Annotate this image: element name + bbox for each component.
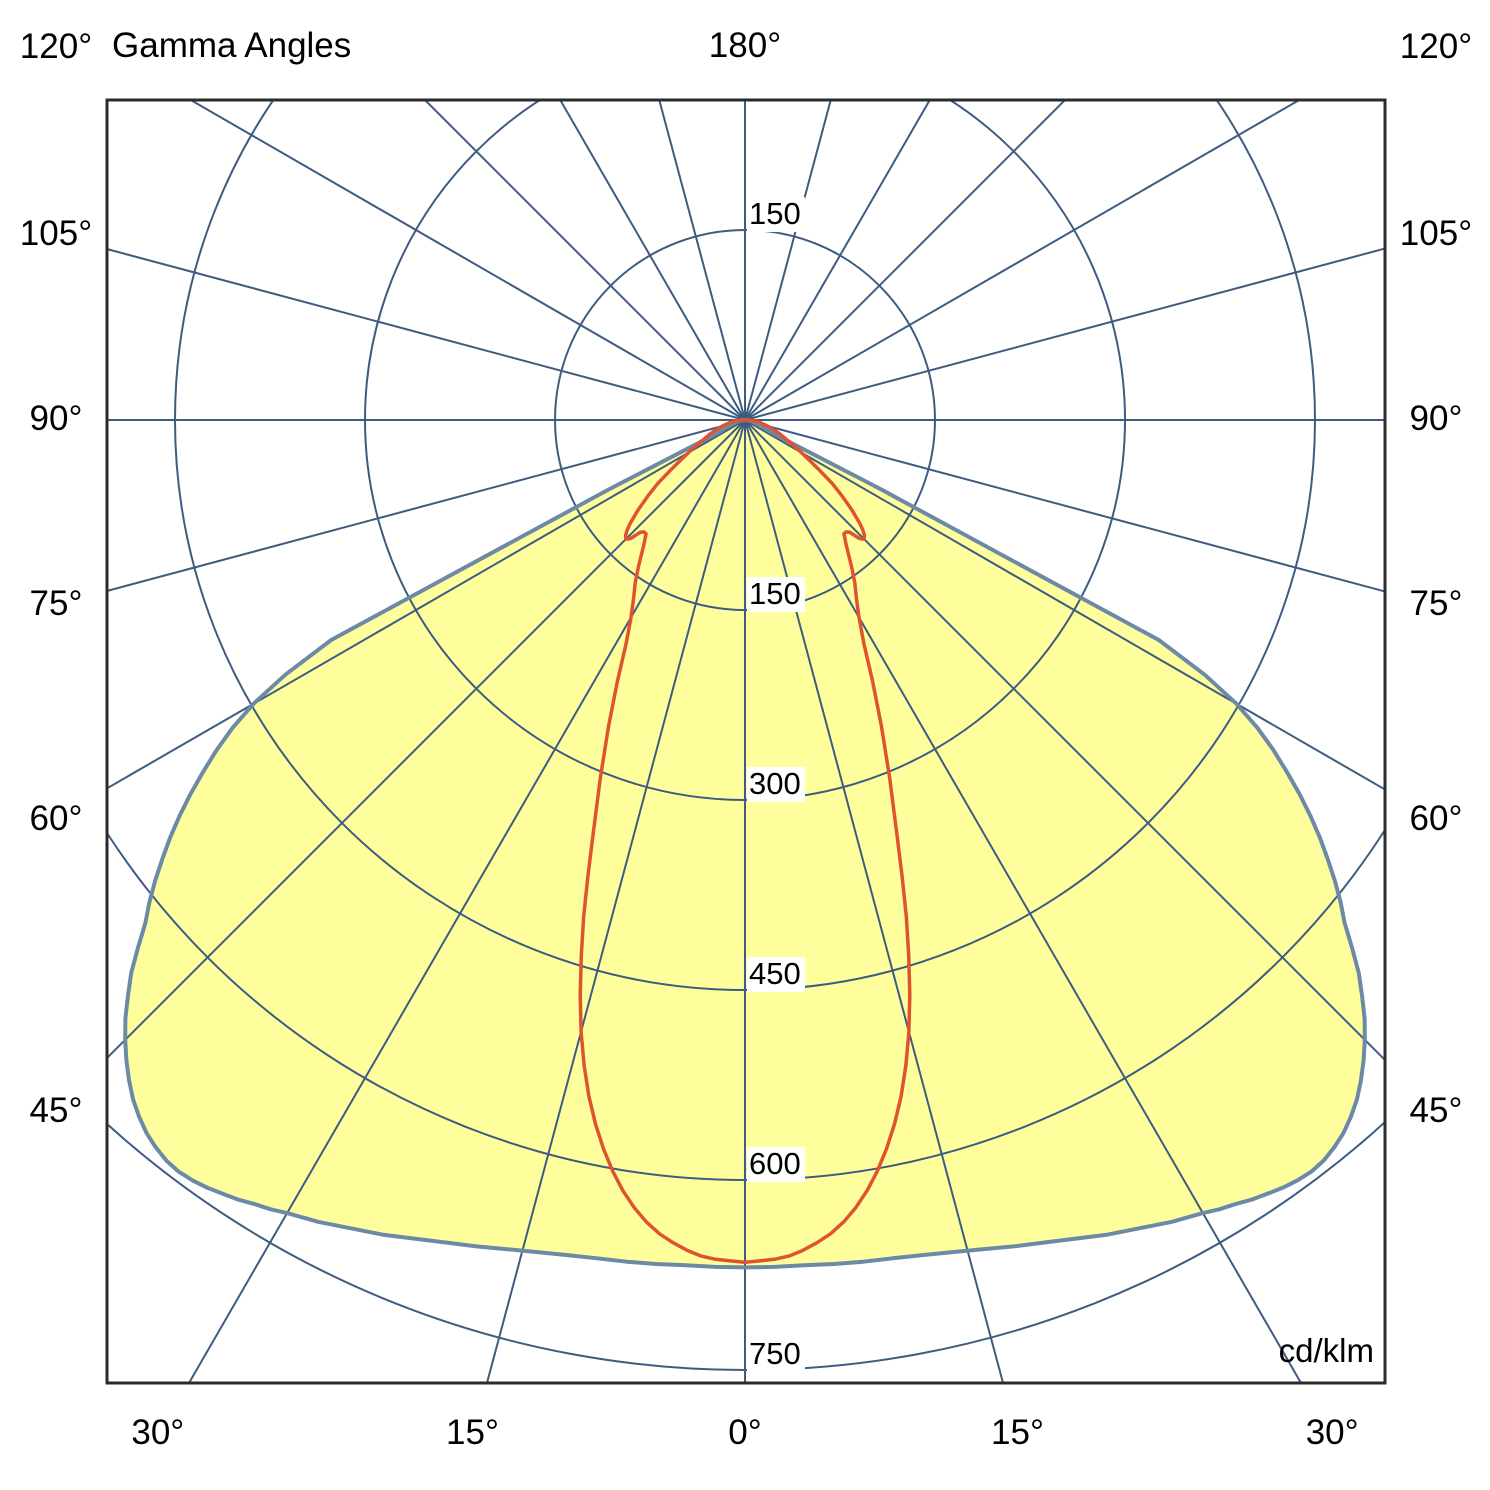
line-curve bbox=[578, 418, 912, 1265]
gamma-label-left-105: 105° bbox=[19, 213, 93, 253]
gamma-label-right-45: 45° bbox=[1409, 1091, 1463, 1131]
ring-label-450: 450 bbox=[747, 957, 805, 992]
plot-border bbox=[105, 98, 1387, 1385]
grid-ray-315 bbox=[107, 419, 746, 1060]
gamma-label-right-75: 75° bbox=[1409, 584, 1463, 624]
gamma-label-bottom-3: 15° bbox=[991, 1413, 1044, 1453]
ring-label-upper-150: 150 bbox=[747, 197, 805, 232]
gamma-label-right-60: 60° bbox=[1409, 798, 1463, 838]
grid-ray-60 bbox=[744, 419, 1385, 791]
grid-ray-240 bbox=[188, 100, 746, 421]
grid-ray-300 bbox=[107, 419, 746, 790]
grid-ray-225 bbox=[423, 100, 746, 421]
gamma-label-bottom-1: 15° bbox=[446, 1413, 499, 1453]
grid-ray-165 bbox=[744, 100, 832, 421]
grid-ray-45 bbox=[744, 419, 1385, 1062]
units-label: cd/klm bbox=[1278, 1332, 1374, 1370]
gamma-label-left-120: 120° bbox=[19, 27, 93, 67]
gamma-label-right-120: 120° bbox=[1399, 27, 1473, 67]
grid-ray-75 bbox=[744, 419, 1385, 593]
ring-label-300: 300 bbox=[747, 767, 805, 802]
gamma-label-left-75: 75° bbox=[29, 584, 83, 624]
grid-ray-15 bbox=[744, 419, 1005, 1383]
gamma-label-left-45: 45° bbox=[29, 1091, 83, 1131]
gamma-label-bottom-2: 0° bbox=[728, 1413, 762, 1453]
chart-title: Gamma Angles bbox=[112, 26, 352, 66]
grid-ray-135 bbox=[744, 100, 1067, 421]
grid-ray-195 bbox=[658, 100, 746, 421]
gamma-label-bottom-0: 30° bbox=[131, 1413, 185, 1453]
gamma-label-bottom-4: 30° bbox=[1305, 1413, 1359, 1453]
grid-ray-210 bbox=[559, 100, 746, 421]
grid-ray-255 bbox=[107, 248, 746, 421]
grid-ray-30 bbox=[744, 419, 1303, 1383]
gamma-label-left-90: 90° bbox=[29, 399, 83, 439]
grid-ray-330 bbox=[187, 419, 746, 1383]
gamma-label-right-105: 105° bbox=[1399, 213, 1473, 253]
top-axis-label: 180° bbox=[708, 26, 782, 66]
ring-label-600: 600 bbox=[747, 1147, 805, 1182]
grid-ray-120 bbox=[744, 100, 1302, 421]
grid-ray-285 bbox=[107, 419, 746, 592]
grid-ray-345 bbox=[485, 419, 746, 1383]
gamma-label-right-90: 90° bbox=[1409, 399, 1463, 439]
ring-label-750: 750 bbox=[747, 1337, 805, 1372]
grid-ray-150 bbox=[744, 100, 931, 421]
ring-label-150: 150 bbox=[747, 577, 805, 612]
gamma-label-left-60: 60° bbox=[29, 798, 83, 838]
grid-ray-105 bbox=[744, 247, 1385, 421]
filled-curve-outline bbox=[123, 418, 1367, 1270]
